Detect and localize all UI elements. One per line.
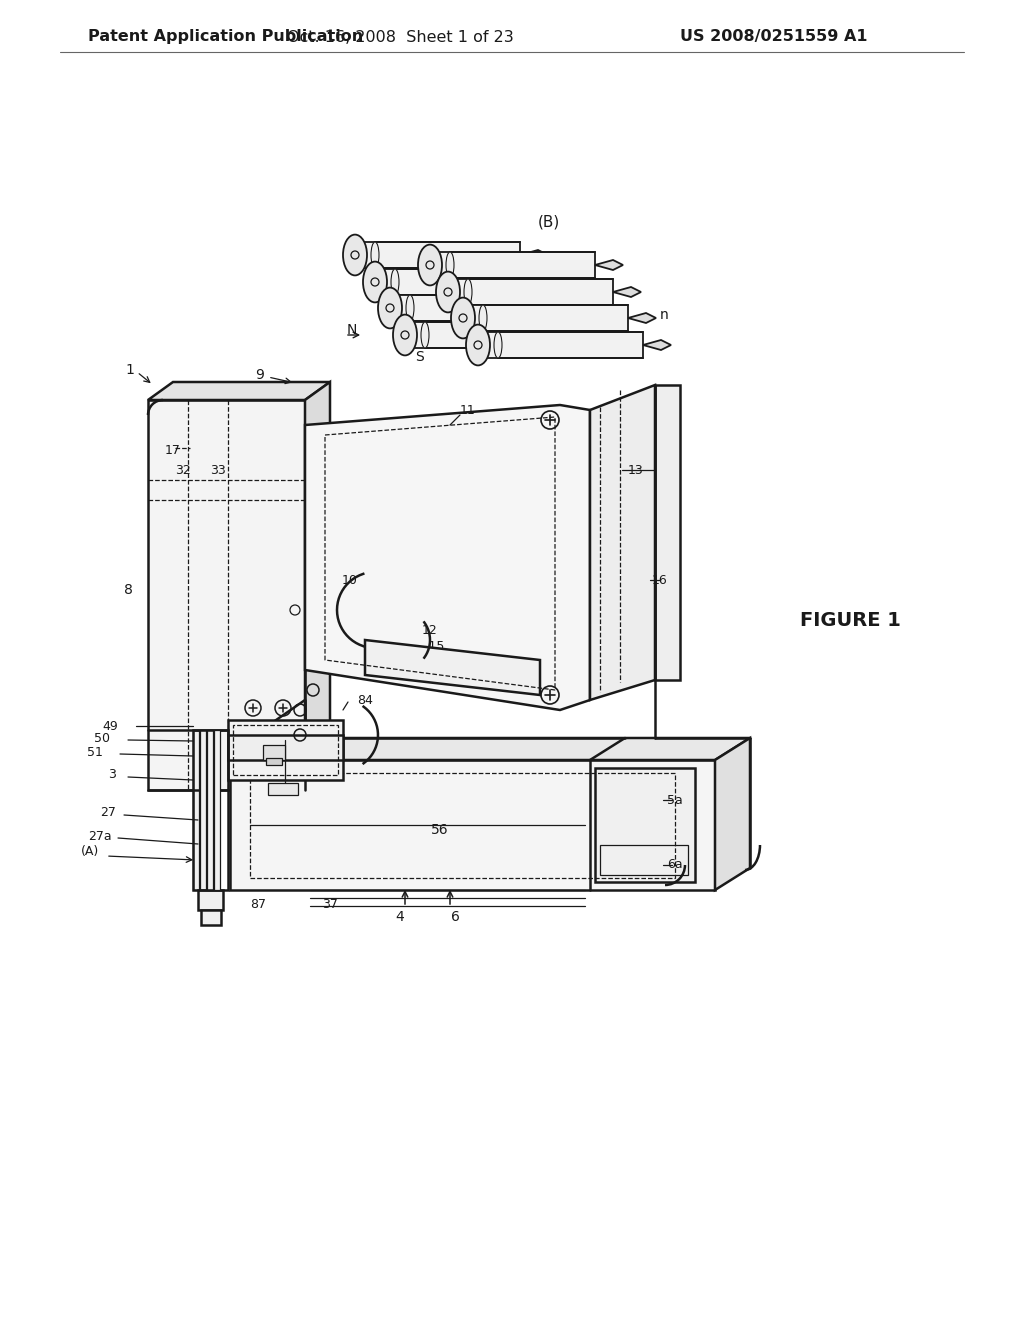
Text: 56: 56 — [431, 822, 449, 837]
Bar — [268, 783, 298, 795]
Ellipse shape — [378, 288, 402, 329]
Text: 4: 4 — [395, 909, 404, 924]
Text: Oct. 16, 2008  Sheet 1 of 23: Oct. 16, 2008 Sheet 1 of 23 — [287, 29, 513, 45]
Text: 6a: 6a — [668, 858, 683, 871]
Text: 9: 9 — [256, 368, 264, 381]
Bar — [595, 768, 695, 882]
Text: (A): (A) — [81, 846, 99, 858]
Bar — [406, 322, 570, 348]
Bar — [193, 730, 199, 890]
Text: 37: 37 — [323, 899, 338, 912]
Text: 27a: 27a — [88, 829, 112, 842]
Text: S: S — [416, 350, 424, 364]
Text: 6: 6 — [451, 909, 460, 924]
Bar — [375, 269, 540, 294]
Bar — [214, 730, 220, 890]
Text: 8: 8 — [124, 583, 132, 597]
Text: (B): (B) — [538, 214, 560, 230]
Bar — [250, 774, 675, 878]
Bar — [263, 744, 285, 760]
Text: 17: 17 — [165, 444, 181, 457]
Bar — [228, 719, 343, 780]
Ellipse shape — [371, 242, 379, 268]
Ellipse shape — [446, 252, 454, 279]
Polygon shape — [230, 738, 750, 760]
Ellipse shape — [391, 269, 399, 294]
Text: 27: 27 — [100, 805, 116, 818]
Text: 50: 50 — [94, 731, 110, 744]
Ellipse shape — [494, 333, 502, 358]
Text: 13: 13 — [628, 463, 644, 477]
Bar — [193, 730, 228, 890]
Ellipse shape — [406, 294, 414, 321]
Polygon shape — [365, 640, 540, 696]
Polygon shape — [230, 760, 715, 890]
Text: 84: 84 — [357, 693, 373, 706]
Text: n: n — [660, 308, 669, 322]
Polygon shape — [305, 381, 330, 789]
Ellipse shape — [451, 297, 475, 338]
Bar — [430, 252, 595, 279]
Bar — [198, 890, 223, 909]
Ellipse shape — [393, 314, 417, 355]
Polygon shape — [715, 738, 750, 890]
Ellipse shape — [479, 305, 487, 331]
Bar — [228, 735, 343, 760]
Text: 5a: 5a — [667, 793, 683, 807]
Bar — [355, 242, 520, 268]
Polygon shape — [595, 260, 623, 271]
Bar — [655, 385, 680, 680]
Ellipse shape — [464, 279, 472, 305]
Text: -15: -15 — [425, 640, 445, 653]
Bar — [200, 730, 206, 890]
Text: 10: 10 — [342, 573, 358, 586]
Bar — [233, 725, 338, 775]
Bar — [201, 909, 221, 925]
Bar — [600, 845, 688, 875]
Text: 51: 51 — [87, 746, 103, 759]
Text: US 2008/0251559 A1: US 2008/0251559 A1 — [680, 29, 867, 45]
Bar — [390, 294, 555, 321]
Polygon shape — [570, 330, 598, 341]
Text: 3: 3 — [109, 767, 116, 780]
Polygon shape — [613, 286, 641, 297]
Text: Patent Application Publication: Patent Application Publication — [88, 29, 364, 45]
Text: 12: 12 — [422, 623, 438, 636]
Ellipse shape — [466, 325, 490, 366]
Text: 87: 87 — [250, 899, 266, 912]
Polygon shape — [590, 385, 655, 700]
Text: 11: 11 — [460, 404, 476, 417]
Bar — [207, 730, 213, 890]
Text: N: N — [347, 323, 357, 337]
Bar — [463, 305, 628, 331]
Bar — [449, 279, 613, 305]
Ellipse shape — [436, 272, 460, 313]
Ellipse shape — [421, 322, 429, 348]
Polygon shape — [305, 405, 590, 710]
Polygon shape — [148, 381, 330, 400]
Polygon shape — [148, 400, 305, 789]
Text: 16: 16 — [652, 573, 668, 586]
Ellipse shape — [418, 244, 442, 285]
Polygon shape — [540, 277, 568, 286]
Bar — [478, 333, 643, 358]
Text: 1: 1 — [126, 363, 134, 378]
Polygon shape — [643, 341, 671, 350]
Ellipse shape — [362, 261, 387, 302]
Text: 32: 32 — [175, 463, 190, 477]
Polygon shape — [555, 304, 583, 313]
Bar — [266, 758, 282, 766]
Text: FIGURE 1: FIGURE 1 — [800, 610, 901, 630]
Text: 49: 49 — [102, 719, 118, 733]
Polygon shape — [628, 313, 656, 323]
Polygon shape — [520, 249, 548, 260]
Text: 33: 33 — [210, 463, 225, 477]
Ellipse shape — [343, 235, 367, 276]
